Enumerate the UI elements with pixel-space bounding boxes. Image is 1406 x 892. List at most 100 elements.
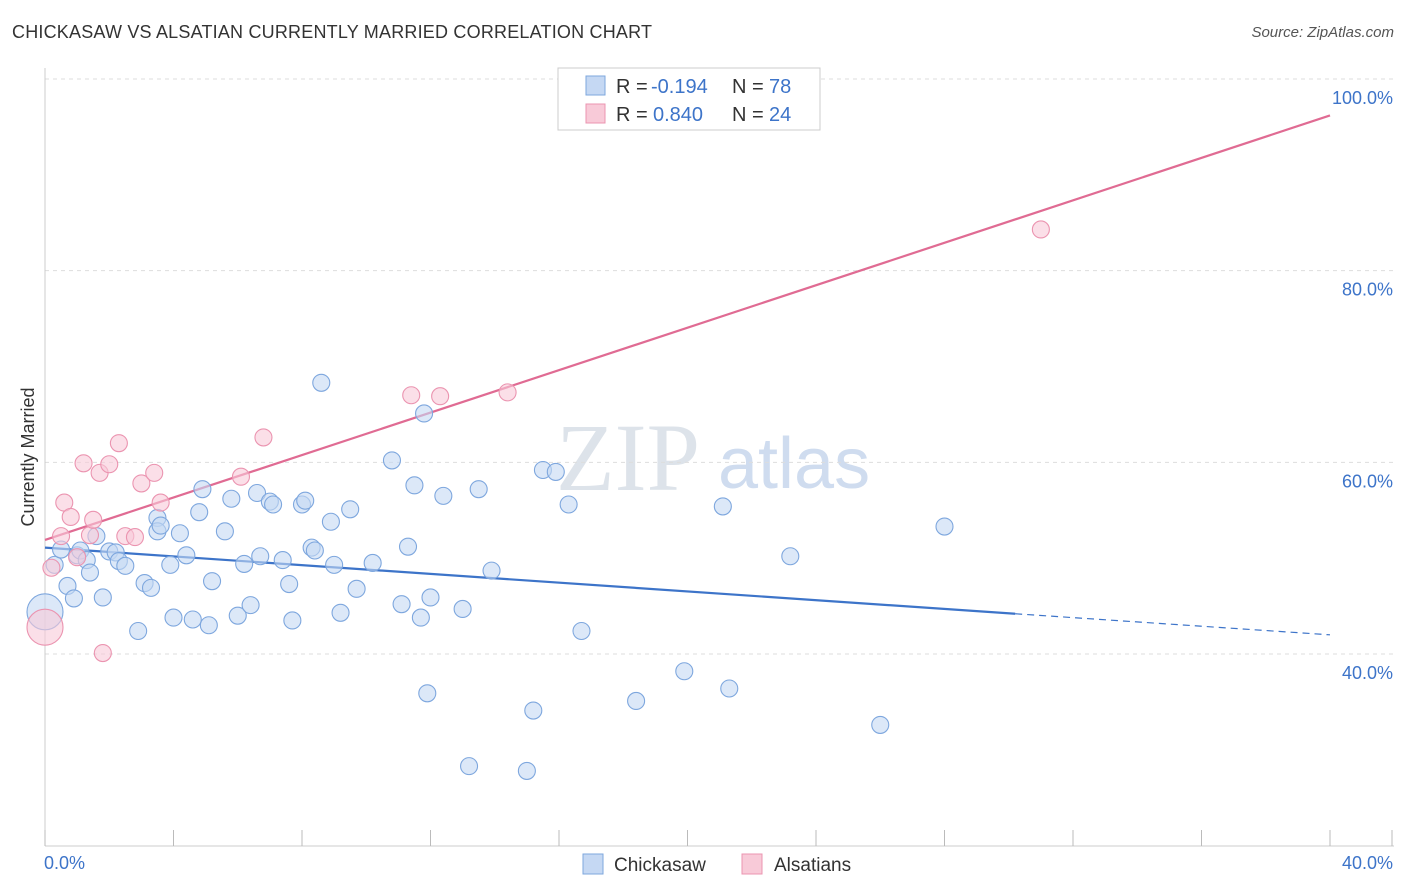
alsatians-point — [61, 507, 80, 527]
alsatians-point — [254, 428, 273, 447]
x-ticks — [44, 830, 1393, 846]
chickasaw-point — [193, 480, 212, 499]
chickasaw-point — [228, 606, 247, 625]
chickasaw-point — [177, 546, 196, 565]
data-points — [26, 220, 1050, 780]
chickasaw-point — [235, 554, 254, 573]
legend-swatch-alsatians — [585, 103, 606, 124]
legend-n-label-1: N = — [732, 76, 764, 98]
chickasaw-point — [459, 757, 479, 776]
chickasaw-point — [170, 524, 189, 543]
chickasaw-point — [392, 595, 411, 614]
alsatians-point — [68, 548, 87, 567]
legend-n-label-2: N = — [732, 104, 764, 126]
legend-n-value-1: 78 — [769, 76, 791, 98]
chickasaw-point — [421, 588, 440, 607]
chickasaw-point — [215, 522, 234, 541]
legend-r-label-2: R = — [616, 104, 648, 126]
chickasaw-point — [418, 684, 437, 703]
chickasaw-point — [627, 691, 646, 711]
chickasaw-point — [546, 462, 565, 481]
alsatians-point — [145, 463, 164, 482]
chickasaw-point — [241, 596, 260, 615]
chickasaw-point — [251, 547, 270, 566]
chickasaw-point — [273, 551, 292, 570]
chickasaw-point — [161, 555, 180, 574]
alsatians-point — [231, 467, 251, 486]
chickasaw-point — [93, 588, 112, 607]
chickasaw-point — [141, 578, 161, 597]
bottom-legend-swatch-alsatians — [741, 853, 763, 875]
chickasaw-point — [935, 517, 954, 536]
alsatians-point — [52, 527, 71, 546]
chickasaw-point — [64, 589, 83, 608]
chickasaw-point — [280, 574, 299, 594]
chart-title: CHICKASAW VS ALSATIAN CURRENTLY MARRIED … — [12, 22, 653, 42]
alsatians-point — [42, 558, 61, 577]
legend-r-value-1: -0.194 — [651, 76, 708, 98]
chickasaw-point — [283, 611, 302, 630]
x-tick-labels: 0.0% 40.0% — [44, 853, 1393, 873]
chickasaw-point — [151, 516, 170, 535]
chickasaw-point — [331, 603, 350, 622]
chickasaw-point — [469, 480, 488, 499]
bottom-legend-chickasaw: Chickasaw — [614, 855, 706, 876]
chickasaw-point — [341, 500, 360, 519]
alsatians-point — [74, 454, 93, 473]
alsatians-point — [498, 383, 517, 402]
chickasaw-point — [781, 547, 800, 566]
correlation-legend: R = -0.194 N = 78 R = 0.840 N = 24 — [557, 67, 821, 131]
alsatians-point — [93, 643, 112, 663]
legend-swatch-chickasaw — [585, 75, 606, 96]
chickasaw-trend-line — [44, 546, 1016, 615]
alsatians-point — [26, 608, 64, 646]
chickasaw-point — [405, 476, 424, 495]
source-label: Source: ZipAtlas.com — [1251, 24, 1394, 41]
watermark-atlas: atlas — [718, 424, 870, 504]
alsatians-point — [100, 455, 119, 474]
chickasaw-point — [871, 715, 890, 734]
y-tick-label: 100.0% — [1332, 88, 1393, 108]
chickasaw-point — [559, 495, 578, 514]
chickasaw-point — [183, 610, 202, 629]
x-tick-label: 40.0% — [1342, 853, 1393, 873]
y-tick-label: 40.0% — [1342, 663, 1393, 683]
y-tick-label: 60.0% — [1342, 471, 1393, 491]
chickasaw-point — [321, 512, 340, 531]
alsatians-point — [151, 493, 170, 512]
trend-lines — [44, 114, 1331, 636]
watermark-zip: ZIP — [556, 404, 700, 511]
chickasaw-point — [296, 491, 315, 510]
legend-r-label-1: R = — [616, 76, 648, 98]
chickasaw-point — [312, 373, 331, 392]
chickasaw-point — [325, 555, 344, 574]
chickasaw-point — [411, 608, 430, 627]
chickasaw-point — [347, 579, 366, 598]
chickasaw-point — [434, 486, 453, 505]
chickasaw-point — [713, 497, 732, 516]
y-tick-label: 80.0% — [1342, 280, 1393, 300]
alsatians-point — [1031, 220, 1050, 239]
series-legend: Chickasaw Alsatians — [582, 853, 851, 876]
alsatians-trend-line — [44, 114, 1331, 542]
chickasaw-point — [675, 662, 694, 681]
chickasaw-point — [164, 608, 183, 627]
chickasaw-point — [264, 495, 283, 514]
alsatians-point — [431, 387, 450, 406]
chickasaw-point — [203, 572, 222, 591]
chickasaw-point — [305, 541, 324, 560]
chickasaw-point — [80, 563, 100, 582]
chickasaw-point — [524, 701, 543, 720]
chickasaw-point — [116, 556, 135, 575]
chickasaw-point — [517, 761, 536, 780]
chickasaw-trend-line-projection — [1015, 613, 1331, 636]
legend-n-value-2: 24 — [769, 104, 791, 126]
chickasaw-point — [222, 489, 241, 508]
chickasaw-point — [199, 616, 218, 635]
alsatians-point — [84, 510, 103, 529]
chickasaw-point — [190, 503, 209, 522]
chickasaw-point — [453, 599, 472, 619]
chickasaw-point — [382, 451, 402, 470]
alsatians-point — [80, 526, 100, 545]
